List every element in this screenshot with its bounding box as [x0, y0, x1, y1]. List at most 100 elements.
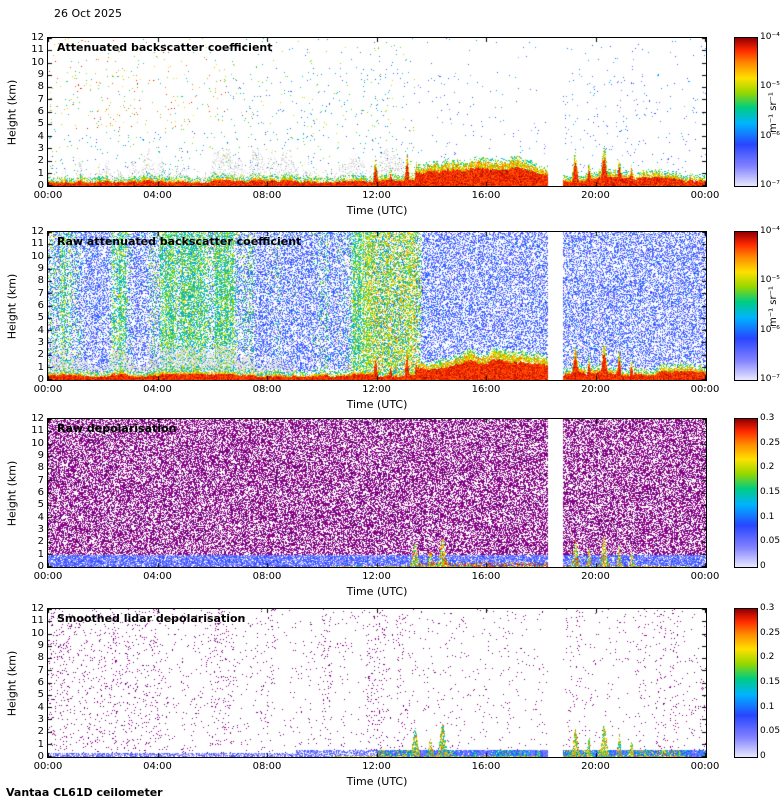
y-tick-label: 10: [31, 250, 44, 262]
y-tick-label: 9: [37, 263, 44, 274]
y-tick-label: 5: [37, 499, 44, 511]
y-tick-label: 7: [37, 287, 44, 299]
panel-title: Raw depolarisation: [57, 422, 177, 435]
x-tick-label: 00:00: [690, 571, 720, 582]
y-tick-label: 11: [31, 425, 44, 437]
heatmap-canvas: [47, 608, 707, 758]
y-tick-label: 7: [37, 93, 44, 105]
x-tick-label: 00:00: [690, 761, 720, 772]
colorbar-tick-label: 10⁻⁶: [760, 324, 780, 335]
y-tick-label: 1: [37, 167, 44, 179]
y-tick-label: 12: [31, 226, 44, 237]
colorbar-canvas: [734, 37, 758, 187]
y-tick-label: 10: [31, 56, 44, 68]
colorbar-tick-label: 0: [760, 751, 766, 761]
colorbar-unit-box: [766, 418, 780, 568]
y-tick-label: 11: [31, 238, 44, 250]
y-tick-label: 4: [37, 130, 44, 142]
colorbar-unit-box: [766, 608, 780, 758]
x-axis-title: Time (UTC): [346, 775, 408, 788]
colorbar-tick-label: 0.05: [760, 536, 780, 547]
y-tick-label: 4: [37, 511, 44, 523]
colorbar-tick-label: 0.3: [760, 603, 775, 613]
y-tick-label: 0: [37, 180, 44, 191]
y-tick-label: 5: [37, 312, 44, 324]
x-tick-label: 04:00: [143, 571, 172, 582]
x-tick-label: 20:00: [581, 571, 610, 582]
colorbar-unit: m⁻¹ sr⁻¹: [767, 285, 779, 327]
y-tick-label: 8: [37, 81, 44, 93]
colorbar-unit-box: m⁻¹ sr⁻¹: [766, 231, 780, 381]
y-tick-label: 3: [37, 524, 44, 535]
x-tick-label: 20:00: [581, 761, 610, 772]
y-tick-label: 6: [37, 677, 44, 688]
x-tick-label: 20:00: [581, 384, 610, 395]
y-tick-label: 3: [37, 143, 44, 154]
x-tick-label: 12:00: [362, 571, 391, 582]
y-tick-label: 4: [37, 324, 44, 336]
y-tick-label: 8: [37, 275, 44, 287]
x-tick-label: 00:00: [690, 190, 720, 201]
colorbar-tick-label: 0.1: [760, 511, 775, 522]
panel-raw-depolarisation: Height (km) 12 11 10 9 8 7 6 5 4 3 2 1 0 Raw depolar…: [0, 413, 780, 602]
colorbar-tick-label: 0.3: [760, 413, 775, 423]
colorbar-tick-label: 0.2: [760, 652, 775, 663]
colorbar-tick-label: 10⁻⁴: [760, 32, 780, 42]
x-tick-label: 16:00: [471, 761, 501, 772]
y-tick-label: 0: [37, 374, 44, 385]
panel-title: Smoothed lidar depolarisation: [57, 612, 246, 625]
y-tick-label: 7: [37, 474, 44, 486]
heatmap-canvas: [47, 418, 707, 568]
y-tick-label: 12: [31, 413, 44, 424]
x-tick-label: 16:00: [471, 190, 501, 201]
y-tick-label: 3: [37, 714, 44, 725]
y-tick-label: 1: [37, 548, 44, 560]
y-tick-label: 10: [31, 627, 44, 639]
heatmap-canvas: [47, 37, 707, 187]
y-tick-label: 5: [37, 689, 44, 701]
heatmap-canvas: [47, 231, 707, 381]
y-tick-label: 12: [31, 603, 44, 614]
colorbar-tick-label: 10⁻⁶: [760, 130, 780, 141]
panel-raw-attenuated-backscatter: Height (km) 12 11 10 9 8 7 6 5 4 3 2 1 0 Raw attenua…: [0, 226, 780, 415]
colorbar-unit-box: m⁻¹ sr⁻¹: [766, 37, 780, 187]
x-tick-label: 00:00: [33, 384, 63, 395]
x-tick-label: 00:00: [33, 190, 63, 201]
x-tick-label: 08:00: [252, 761, 282, 772]
x-tick-label: 20:00: [581, 190, 610, 201]
colorbar-tick-label: 0: [760, 561, 766, 571]
y-tick-label: 11: [31, 44, 44, 56]
colorbar-tick-label: 10⁻⁷: [760, 374, 780, 384]
colorbar-tick-label: 0.05: [760, 726, 780, 737]
x-tick-label: 12:00: [362, 761, 391, 772]
colorbar-tick-label: 0.1: [760, 701, 775, 712]
colorbar-canvas: [734, 608, 758, 758]
x-axis-title: Time (UTC): [346, 585, 408, 598]
colorbar-tick-label: 10⁻⁷: [760, 180, 780, 190]
y-tick-label: 2: [37, 536, 44, 548]
y-tick-label: 2: [37, 155, 44, 167]
y-tick-label: 6: [37, 106, 44, 117]
colorbar-unit: m⁻¹ sr⁻¹: [767, 91, 779, 133]
x-tick-label: 00:00: [33, 761, 63, 772]
y-tick-label: 11: [31, 615, 44, 627]
instrument-label: Vantaa CL61D ceilometer: [6, 786, 163, 799]
y-tick-label: 0: [37, 751, 44, 762]
y-tick-label: 12: [31, 32, 44, 43]
panel-title: Attenuated backscatter coefficient: [57, 41, 273, 54]
panel-attenuated-backscatter: Height (km) 12 11 10 9 8 7 6 5 4 3 2 1 0 Attenuated …: [0, 32, 780, 221]
y-tick-label: 4: [37, 701, 44, 713]
y-tick-label: 1: [37, 361, 44, 373]
colorbar-tick-label: 0.25: [760, 627, 780, 638]
colorbar-tick-label: 10⁻⁴: [760, 226, 780, 236]
y-tick-label: 9: [37, 640, 44, 651]
y-tick-label: 9: [37, 69, 44, 80]
y-tick-label: 8: [37, 652, 44, 664]
x-tick-label: 08:00: [252, 384, 282, 395]
x-tick-label: 00:00: [33, 571, 63, 582]
y-tick-label: 3: [37, 337, 44, 348]
colorbar-tick-label: 0.15: [760, 487, 780, 497]
y-tick-label: 6: [37, 300, 44, 311]
y-tick-label: 1: [37, 738, 44, 750]
